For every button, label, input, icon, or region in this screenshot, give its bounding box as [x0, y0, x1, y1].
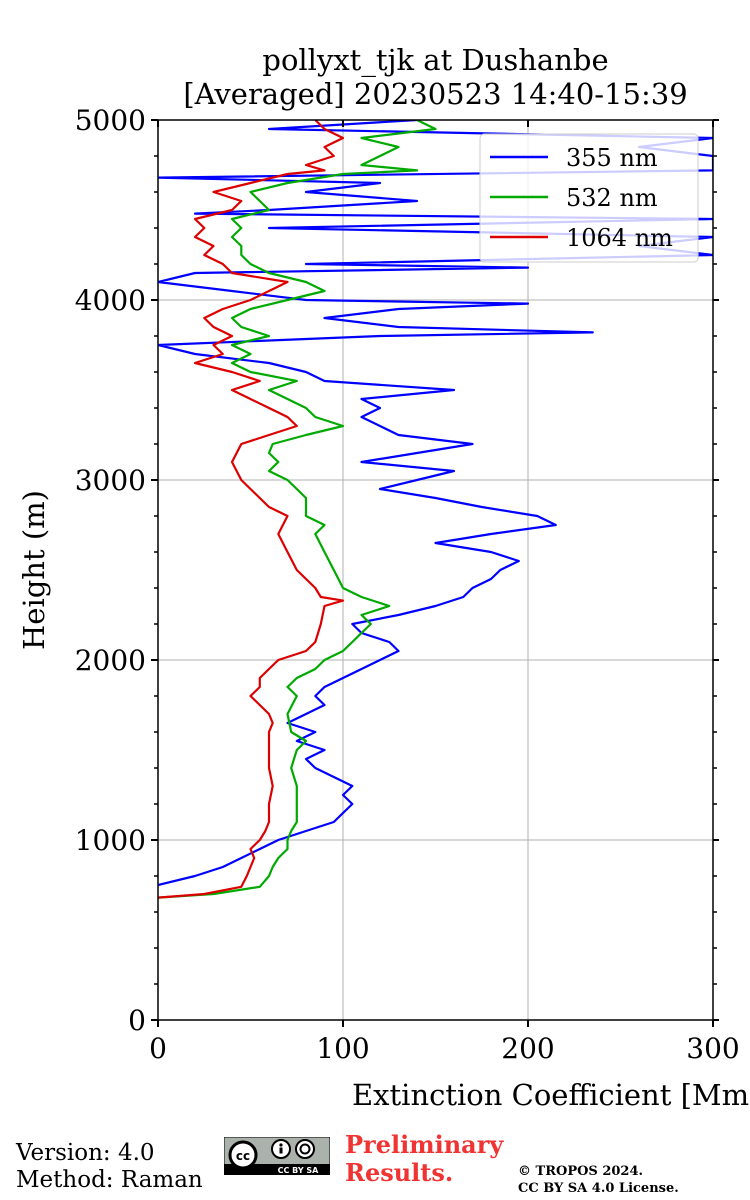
x-axis-label: Extinction Coefficient [Mm⁻¹]	[352, 1078, 750, 1112]
preliminary-label: Preliminary	[345, 1130, 504, 1159]
y-tick-label: 0	[128, 1004, 146, 1037]
method-text: Method: Raman	[16, 1167, 203, 1193]
legend-label-2: 1064 nm	[566, 224, 673, 252]
plot-frame	[157, 119, 714, 1021]
y-axis-label: Height (m)	[17, 490, 51, 650]
y-tick-label: 5000	[75, 104, 146, 137]
copyright-text: © TROPOS 2024.	[518, 1164, 644, 1179]
x-tick-label: 200	[501, 1032, 554, 1065]
chart-subtitle: [Averaged] 20230523 14:40-15:39	[183, 77, 688, 111]
legend-label-1: 532 nm	[566, 184, 658, 212]
creative-commons-icon: cc CC BY SA	[224, 1137, 330, 1175]
svg-text:cc: cc	[236, 1149, 250, 1163]
version-text: Version: 4.0	[16, 1140, 155, 1166]
y-tick-label: 4000	[75, 284, 146, 317]
license-badge-text: CC BY SA	[278, 1166, 320, 1175]
chart-title: pollyxt_tjk at Dushanbe	[262, 43, 609, 77]
legend-label-0: 355 nm	[566, 144, 658, 172]
series-line-1	[158, 120, 437, 899]
results-label: Results.	[345, 1158, 454, 1187]
x-tick-label: 0	[149, 1032, 167, 1065]
x-tick-label: 300	[686, 1032, 739, 1065]
x-tick-label: 100	[316, 1032, 369, 1065]
axis-ticks	[151, 119, 719, 1027]
license-text: CC BY SA 4.0 License.	[518, 1181, 679, 1196]
y-tick-label: 1000	[75, 824, 146, 857]
y-tick-label: 2000	[75, 644, 146, 677]
series-line-2	[158, 120, 345, 899]
legend-box	[479, 133, 699, 263]
legend: 355 nm 532 nm 1064 nm	[479, 133, 699, 263]
y-tick-label: 3000	[75, 464, 146, 497]
